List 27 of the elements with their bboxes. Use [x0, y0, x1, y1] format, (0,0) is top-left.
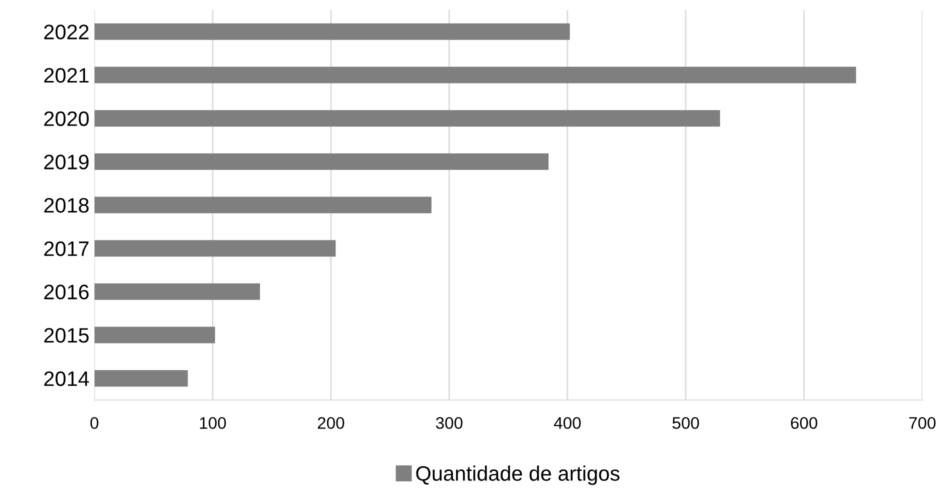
y-tick-label: 2014 — [44, 371, 89, 386]
bar — [94, 153, 549, 170]
x-tick-label: 0 — [90, 417, 98, 429]
bar — [94, 370, 188, 387]
y-tick-label: 2022 — [44, 24, 88, 40]
y-tick-label: 2018 — [44, 198, 89, 213]
x-tick-label: 300 — [436, 417, 462, 429]
x-tick-label: 600 — [790, 417, 818, 429]
bar — [94, 110, 720, 127]
x-tick-label: 200 — [318, 417, 344, 429]
legend-label: Quantidade de artigos — [416, 466, 620, 485]
y-tick-label: 2015 — [44, 328, 89, 343]
y-tick-label: 2020 — [44, 111, 89, 126]
x-tick-label: 400 — [554, 417, 581, 429]
bar — [94, 240, 336, 257]
bar — [94, 283, 260, 300]
bar — [94, 66, 856, 84]
x-tick-label: 700 — [909, 417, 936, 429]
y-tick-label: 2019 — [44, 154, 89, 170]
y-tick-label: 2021 — [44, 68, 89, 83]
x-tick-label: 500 — [672, 417, 699, 429]
x-tick-label: 100 — [200, 417, 226, 429]
bar — [94, 326, 216, 344]
y-tick-label: 2017 — [44, 241, 88, 256]
y-tick-label: 2016 — [44, 284, 89, 300]
bar — [94, 196, 432, 214]
bar — [94, 23, 570, 40]
